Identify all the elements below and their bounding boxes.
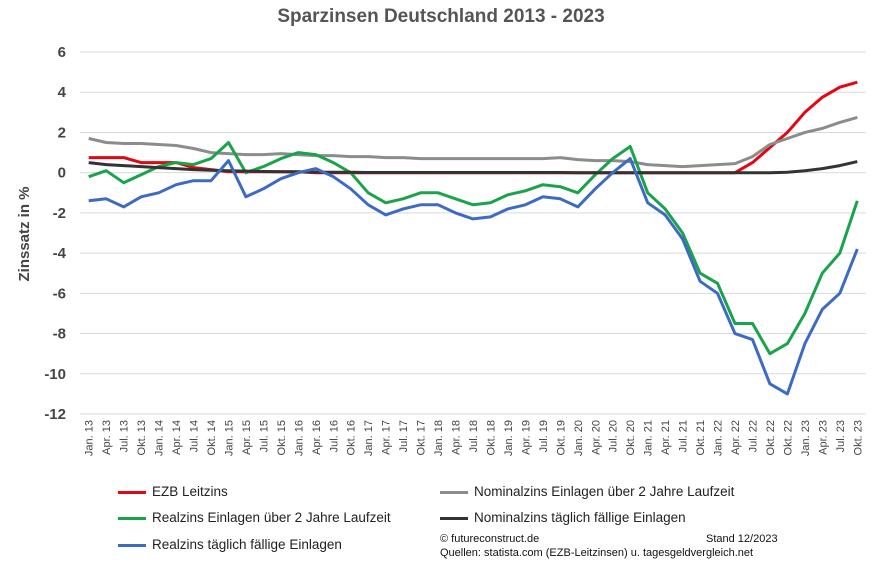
x-tick-label: Jul. 13 [119, 420, 131, 452]
legend-item-ezb: EZB Leitzins [118, 484, 228, 499]
chart-title: Sparzinsen Deutschland 2013 - 2023 [277, 6, 605, 27]
x-tick-label: Apr. 18 [451, 420, 463, 455]
x-tick-label: Jan. 17 [363, 420, 375, 456]
y-tick-label: -6 [53, 285, 66, 302]
x-tick-label: Okt. 18 [485, 420, 497, 455]
x-tick-label: Okt. 17 [416, 420, 428, 455]
x-tick-label: Okt. 19 [555, 420, 567, 455]
stand-note: Stand 12/2023 [706, 533, 778, 545]
x-tick-label: Apr. 17 [381, 420, 393, 455]
x-tick-label: Okt. 23 [852, 420, 864, 455]
x-tick-label: Jan. 21 [643, 420, 655, 456]
x-tick-label: Jan. 15 [223, 420, 235, 456]
series-line-4 [88, 157, 859, 396]
x-tick-label: Apr. 23 [817, 420, 829, 455]
x-tick-label: Apr. 22 [730, 420, 742, 455]
x-tick-label: Jul. 23 [835, 420, 847, 452]
x-tick-label: Jul. 18 [468, 420, 480, 452]
legend-swatch [440, 516, 468, 520]
x-tick-label: Jan. 16 [293, 420, 305, 456]
sources-note: Quellen: statista.com (EZB-Leitzinsen) u… [440, 547, 754, 559]
legend-label: Realzins täglich fällige Einlagen [152, 537, 342, 552]
x-tick-label: Jan. 18 [433, 420, 445, 456]
x-tick-label: Apr. 14 [171, 420, 183, 455]
x-tick-label: Okt. 21 [695, 420, 707, 455]
x-tick-label: Jan. 14 [154, 420, 166, 456]
x-tick-label: Apr. 20 [590, 420, 602, 455]
legend-swatch [440, 490, 468, 494]
x-tick-label: Okt. 14 [206, 420, 218, 455]
y-axis-ticks: 6 4 2 0 -2 -4 -6 -8 -10 -12 [44, 44, 66, 423]
y-tick-label: -8 [53, 326, 66, 343]
legend-item-nominal-daily: Nominalzins täglich fällige Einlagen [440, 510, 686, 525]
y-tick-label: -4 [53, 245, 67, 262]
y-tick-label: 6 [58, 44, 66, 61]
y-tick-label: 2 [58, 124, 66, 141]
x-tick-label: Jan. 19 [503, 420, 515, 456]
y-tick-label: 4 [58, 84, 67, 101]
series-line-3 [88, 160, 858, 175]
legend-swatch [118, 490, 146, 494]
x-tick-label: Apr. 21 [660, 420, 672, 455]
x-tick-label: Jul. 16 [328, 420, 340, 452]
x-tick-label: Apr. 15 [241, 420, 253, 455]
y-tick-label: -10 [44, 366, 66, 383]
x-tick-label: Okt. 15 [276, 420, 288, 455]
x-tick-label: Jul. 15 [258, 420, 270, 452]
x-tick-label: Jan. 22 [713, 420, 725, 456]
x-axis-ticks: Jan. 13 Apr. 13 Jul. 13 Okt. 13 Jan. 14 Apr. … [84, 420, 865, 456]
x-tick-label: Okt. 20 [625, 420, 637, 455]
x-tick-label: Jul. 22 [747, 420, 759, 452]
x-tick-label: Apr. 16 [311, 420, 323, 455]
x-tick-label: Jan. 23 [800, 420, 812, 456]
legend-label: Nominalzins Einlagen über 2 Jahre Laufze… [474, 484, 735, 499]
x-tick-label: Apr. 13 [101, 420, 113, 455]
x-tick-label: Okt. 13 [136, 420, 148, 455]
x-tick-label: Jan. 20 [573, 420, 585, 456]
legend-label: Realzins Einlagen über 2 Jahre Laufzeit [152, 510, 391, 525]
x-tick-label: Jul. 21 [678, 420, 690, 452]
series-line-1 [88, 115, 858, 169]
x-tick-label: Jul. 20 [608, 420, 620, 452]
legend-label: Nominalzins täglich fällige Einlagen [474, 510, 686, 525]
legend-swatch [118, 516, 146, 520]
x-tick-label: Apr. 19 [520, 420, 532, 455]
legend-item-nominal-2y: Nominalzins Einlagen über 2 Jahre Laufze… [440, 484, 734, 499]
y-tick-label: -12 [44, 406, 66, 423]
x-tick-label: Okt. 16 [346, 420, 358, 455]
x-tick-label: Jul. 14 [189, 420, 201, 452]
x-tick-label: Jul. 19 [538, 420, 550, 452]
grid-lines [80, 51, 866, 415]
series-lines [88, 80, 859, 396]
legend-item-real-daily: Realzins täglich fällige Einlagen [118, 537, 342, 552]
line-chart: 6 4 2 0 -2 -4 -6 -8 -10 -12 Jan. 13 Apr. 13 Jul. 13… [16, 44, 866, 456]
series-line-2 [88, 141, 859, 356]
x-tick-label: Jan. 13 [84, 420, 96, 456]
legend-label: EZB Leitzins [152, 484, 228, 499]
x-tick-label: Jul. 17 [398, 420, 410, 452]
legend-item-real-2y: Realzins Einlagen über 2 Jahre Laufzeit [118, 510, 391, 525]
y-tick-label: -2 [53, 205, 66, 222]
y-axis-label: Zinssatz in % [16, 186, 33, 281]
x-tick-label: Okt. 22 [765, 420, 777, 455]
y-tick-label: 0 [58, 165, 66, 182]
legend-swatch [118, 543, 146, 547]
copyright-note: © futureconstruct.de [440, 533, 540, 545]
x-tick-label: Okt. 22 [782, 420, 794, 455]
